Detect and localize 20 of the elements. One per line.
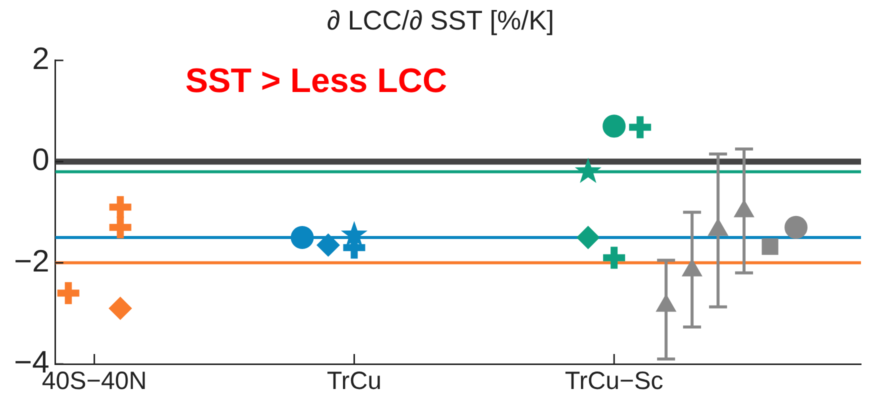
y-tick-label: 0 bbox=[32, 142, 50, 178]
x-tick-label: TrCu bbox=[326, 366, 382, 395]
point bbox=[629, 116, 652, 138]
point bbox=[57, 282, 80, 304]
y-tick-label: 2 bbox=[32, 40, 50, 76]
point bbox=[290, 226, 314, 249]
point bbox=[784, 216, 808, 239]
point bbox=[576, 226, 600, 249]
point bbox=[574, 158, 602, 184]
x-tick-label: TrCu−Sc bbox=[564, 366, 664, 395]
point bbox=[109, 216, 132, 238]
point bbox=[762, 238, 778, 255]
point bbox=[316, 234, 340, 257]
point bbox=[603, 246, 626, 269]
point bbox=[602, 114, 626, 138]
point bbox=[108, 296, 132, 320]
annotation: SST > Less LCC bbox=[185, 62, 448, 100]
point bbox=[109, 196, 132, 218]
chart-title: ∂ LCC/∂ SST [%/K] bbox=[326, 6, 554, 36]
y-tick-label: −2 bbox=[14, 243, 50, 278]
